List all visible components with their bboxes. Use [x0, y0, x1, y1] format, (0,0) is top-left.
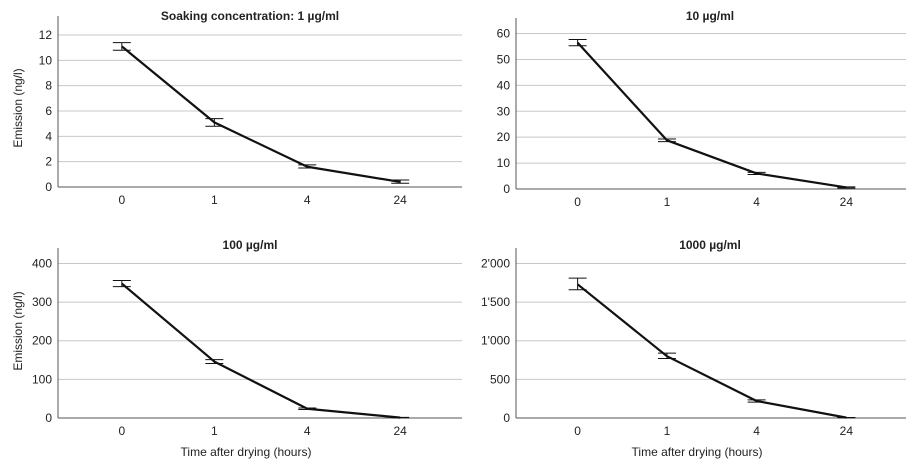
y-tick-label: 60: [497, 27, 511, 41]
chart-panel-3: 0 100 200 300 400 0 1 4 24 100 µg/ml Emission (ng/…: [11, 238, 462, 459]
y-tick-label: 0: [45, 411, 52, 425]
y-tick-label: 2'000: [481, 256, 510, 270]
error-bar: [747, 171, 766, 175]
x-tick-label: 0: [574, 424, 581, 438]
series-line: [576, 283, 847, 419]
x-axis-title: Time after drying (hours): [632, 445, 763, 459]
error-bar: [657, 352, 676, 359]
y-tick-label: 300: [32, 295, 52, 309]
y-tick-label: 500: [490, 372, 510, 386]
x-tick-label: 0: [118, 193, 125, 207]
y-tick-label: 40: [497, 78, 511, 92]
error-bar: [391, 179, 410, 184]
y-tick-label: 0: [503, 411, 510, 425]
y-tick-label: 200: [32, 334, 52, 348]
x-tick-label: 24: [394, 193, 408, 207]
y-tick-label: 100: [32, 372, 52, 386]
y-axis-title: Emission (ng/l): [11, 291, 25, 370]
y-tick-label: 1'500: [481, 295, 510, 309]
y-tick-label: 8: [45, 79, 52, 93]
error-bar: [112, 279, 131, 288]
y-tick-label: 10: [39, 53, 53, 67]
x-tick-label: 1: [664, 195, 671, 209]
y-tick-label: 50: [497, 52, 511, 66]
error-bar: [205, 359, 224, 365]
error-bar: [298, 407, 317, 410]
error-bar: [657, 138, 676, 143]
series-line: [121, 45, 401, 184]
error-bar: [112, 42, 131, 51]
y-tick-label: 2: [45, 155, 52, 169]
error-bar: [747, 399, 766, 403]
y-tick-label: 20: [497, 130, 511, 144]
error-bar: [568, 39, 587, 47]
x-axis-title: Time after drying (hours): [181, 445, 312, 459]
series-line: [576, 41, 847, 189]
x-tick-label: 24: [840, 424, 854, 438]
panel-title: 100 µg/ml: [223, 238, 278, 252]
x-tick-label: 0: [118, 424, 125, 438]
x-tick-label: 4: [753, 195, 760, 209]
x-tick-label: 24: [840, 195, 854, 209]
y-tick-label: 4: [45, 129, 52, 143]
x-tick-label: 4: [304, 424, 311, 438]
panel-title: 1000 µg/ml: [679, 238, 741, 252]
x-tick-label: 1: [664, 424, 671, 438]
y-tick-label: 12: [39, 28, 53, 42]
y-tick-label: 6: [45, 104, 52, 118]
x-tick-label: 0: [574, 195, 581, 209]
y-tick-label: 1'000: [481, 334, 510, 348]
y-tick-label: 400: [32, 256, 52, 270]
chart-panel-4: 0 500 1'000 1'500 2'000 0 1 4 24 1000 µg/ml Time a…: [481, 238, 906, 459]
y-tick-label: 10: [497, 156, 511, 170]
y-tick-label: 0: [45, 180, 52, 194]
x-tick-label: 4: [304, 193, 311, 207]
chart-panel-2: 0 10 20 30 40 50 60 0 1 4 24 10 µg/ml: [497, 9, 906, 209]
error-bar: [205, 118, 224, 127]
y-tick-label: 30: [497, 104, 511, 118]
error-bar: [298, 164, 317, 169]
x-tick-label: 1: [211, 424, 218, 438]
y-tick-label: 0: [503, 182, 510, 196]
series-line: [121, 282, 401, 419]
panel-title: Soaking concentration: 1 µg/ml: [161, 9, 339, 23]
error-bar: [568, 277, 587, 291]
x-tick-label: 1: [211, 193, 218, 207]
x-tick-label: 24: [394, 424, 408, 438]
x-tick-label: 4: [753, 424, 760, 438]
error-bar: [837, 186, 856, 189]
panel-title: 10 µg/ml: [686, 9, 734, 23]
y-axis-title: Emission (ng/l): [11, 68, 25, 147]
